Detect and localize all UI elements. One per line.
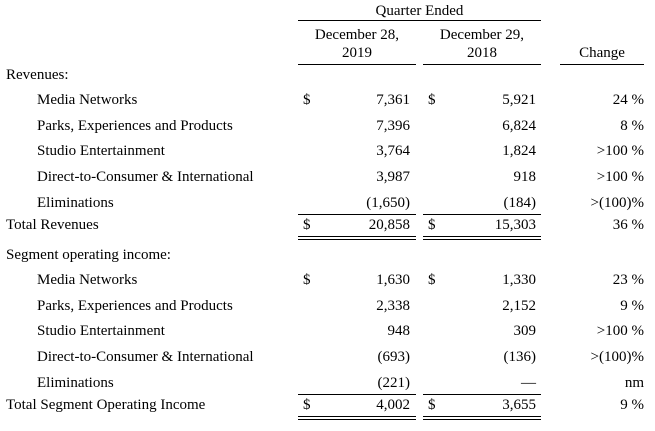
value-2018: 1,824 — [502, 143, 536, 159]
value-2019: (1,650) — [366, 195, 410, 211]
col1-header-line2: 2019 — [342, 45, 372, 61]
subtotal-rule-2018 — [423, 214, 541, 215]
double-rule-2018 — [423, 239, 541, 240]
value-2018: 918 — [513, 169, 537, 185]
total-change: 9 % — [620, 397, 644, 413]
value-2019: 2,338 — [376, 298, 410, 314]
value-2019: 948 — [387, 323, 411, 339]
row-label: Direct-to-Consumer & International — [37, 169, 254, 185]
value-2019: 7,396 — [376, 118, 410, 134]
value-2019: 7,361 — [376, 92, 410, 108]
currency-sign: $ — [303, 92, 311, 108]
total-label: Total Segment Operating Income — [6, 397, 206, 413]
col2-header-rule — [423, 64, 541, 65]
currency-sign: $ — [428, 92, 436, 108]
currency-sign: $ — [303, 217, 311, 233]
double-rule-2018 — [423, 236, 541, 237]
change-value: >(100)% — [590, 349, 644, 365]
double-rule-2019 — [298, 419, 416, 420]
row-label: Studio Entertainment — [37, 143, 165, 159]
change-header: Change — [579, 45, 625, 61]
row-label: Parks, Experiences and Products — [37, 298, 233, 314]
row-label: Eliminations — [37, 375, 114, 391]
total-change: 36 % — [612, 217, 644, 233]
subtotal-rule-2018 — [423, 394, 541, 395]
value-2019: 1,630 — [376, 272, 410, 288]
subtotal-rule-2019 — [298, 394, 416, 395]
value-2018: 309 — [513, 323, 537, 339]
currency-sign: $ — [303, 397, 311, 413]
change-value: nm — [624, 375, 644, 391]
change-value: >100 % — [596, 323, 644, 339]
total-label: Total Revenues — [6, 217, 99, 233]
double-rule-2018 — [423, 416, 541, 417]
header-rule — [298, 20, 541, 21]
value-2019: 3,987 — [376, 169, 410, 185]
currency-sign: $ — [428, 217, 436, 233]
currency-sign: $ — [303, 272, 311, 288]
value-2019: (221) — [377, 375, 411, 391]
col2-header-line2: 2018 — [467, 45, 497, 61]
value-2019: 3,764 — [376, 143, 410, 159]
section-heading: Segment operating income: — [6, 247, 171, 263]
total-2019: 4,002 — [376, 397, 410, 413]
double-rule-2018 — [423, 419, 541, 420]
double-rule-2019 — [298, 239, 416, 240]
change-header-rule — [560, 64, 644, 65]
currency-sign: $ — [428, 397, 436, 413]
col2-header-line1: December 29, — [439, 27, 525, 43]
row-label: Studio Entertainment — [37, 323, 165, 339]
row-label: Eliminations — [37, 195, 114, 211]
section-heading: Revenues: — [6, 67, 69, 83]
quarter-ended-header: Quarter Ended — [375, 3, 464, 19]
col1-header-line1: December 28, — [314, 27, 400, 43]
change-value: 24 % — [612, 92, 644, 108]
value-2018: — — [521, 375, 536, 391]
change-value: >(100)% — [590, 195, 644, 211]
change-value: 23 % — [612, 272, 644, 288]
subtotal-rule-2019 — [298, 214, 416, 215]
double-rule-2019 — [298, 416, 416, 417]
change-value: >100 % — [596, 169, 644, 185]
total-2018: 3,655 — [502, 397, 536, 413]
change-value: 9 % — [620, 298, 644, 314]
currency-sign: $ — [428, 272, 436, 288]
double-rule-2019 — [298, 236, 416, 237]
col1-header-rule — [298, 64, 416, 65]
row-label: Media Networks — [37, 92, 138, 108]
value-2018: (136) — [503, 349, 537, 365]
row-label: Media Networks — [37, 272, 138, 288]
row-label: Parks, Experiences and Products — [37, 118, 233, 134]
value-2018: (184) — [503, 195, 537, 211]
value-2019: (693) — [377, 349, 411, 365]
value-2018: 6,824 — [502, 118, 536, 134]
value-2018: 5,921 — [502, 92, 536, 108]
total-2018: 15,303 — [494, 217, 536, 233]
total-2019: 20,858 — [368, 217, 410, 233]
value-2018: 2,152 — [502, 298, 536, 314]
value-2018: 1,330 — [502, 272, 536, 288]
row-label: Direct-to-Consumer & International — [37, 349, 254, 365]
change-value: >100 % — [596, 143, 644, 159]
change-value: 8 % — [620, 118, 644, 134]
